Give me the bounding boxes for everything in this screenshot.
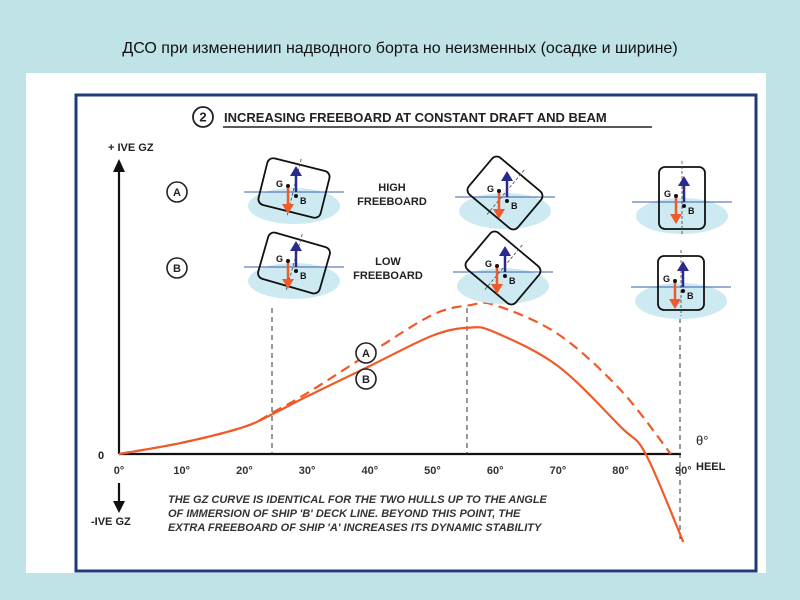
row-b-badge: B: [166, 257, 188, 279]
x-tick-label: 50°: [424, 465, 441, 477]
ship-label-b: B: [511, 201, 518, 211]
centre-b-dot: [682, 204, 686, 208]
ship-label-b: B: [687, 291, 694, 301]
heading-number: 2: [199, 110, 206, 125]
x-axis-label: HEEL: [696, 461, 726, 473]
x-tick-label: 80°: [612, 465, 629, 477]
centre-g-dot: [673, 279, 677, 283]
buoyancy-arrowhead: [290, 166, 302, 176]
centre-g-dot: [495, 264, 499, 268]
y-axis-arrow-up: [113, 159, 125, 172]
curve-a-badge-text: A: [362, 348, 370, 360]
centre-g-dot: [286, 259, 290, 263]
buoyancy-arrowhead: [678, 176, 690, 186]
water-patch: [459, 193, 551, 229]
ship-sketch: GB: [244, 157, 344, 224]
x-tick-label: 10°: [173, 465, 190, 477]
low-freeboard-line2: FREEBOARD: [353, 270, 423, 282]
row-a-badge-text: A: [173, 187, 181, 199]
centre-b-dot: [294, 194, 298, 198]
centre-b-dot: [503, 274, 507, 278]
centre-b-dot: [681, 289, 685, 293]
weight-arrowhead: [282, 204, 294, 214]
buoyancy-arrowhead: [290, 241, 302, 251]
y-axis-negative-label: -IVE GZ: [91, 516, 131, 528]
curve-b: [118, 326, 685, 543]
ship-label-b: B: [688, 206, 695, 216]
ship-label-b: B: [300, 196, 307, 206]
row-a-badge-circle: [166, 181, 188, 203]
diagram-panel: 2 INCREASING FREEBOARD AT CONSTANT DRAFT…: [26, 73, 766, 573]
axes: + IVE GZ -IVE GZ 0 θ° HEEL 0° 10° 20° 30° 40…: [91, 142, 726, 528]
weight-arrowhead: [493, 209, 505, 219]
ship-sketch: GB: [244, 231, 344, 299]
neg-gz-arrow-head: [113, 501, 125, 513]
heading-text: INCREASING FREEBOARD AT CONSTANT DRAFT A…: [224, 110, 607, 125]
curve-a: [118, 301, 672, 456]
curve-b-badge: B: [355, 368, 377, 390]
y-axis-positive-label: + IVE GZ: [108, 142, 154, 154]
heading: 2 INCREASING FREEBOARD AT CONSTANT DRAFT…: [192, 106, 652, 128]
row-a-badge: A: [166, 181, 188, 203]
y-axis-zero-label: 0: [98, 450, 104, 462]
x-tick-label: 0°: [114, 465, 125, 477]
low-freeboard-line1: LOW: [375, 256, 401, 268]
heading-number-badge: [192, 106, 214, 128]
x-tick-label: 40°: [361, 465, 378, 477]
weight-arrowhead: [282, 279, 294, 289]
x-tick-label: 60°: [487, 465, 504, 477]
ship-sketch: GB: [632, 161, 732, 235]
weight-arrowhead: [669, 299, 681, 309]
centre-b-dot: [505, 199, 509, 203]
x-tick-label: 30°: [299, 465, 316, 477]
diagram-frame: [74, 93, 758, 573]
centre-g-dot: [674, 194, 678, 198]
water-patch: [457, 268, 549, 304]
note-line-2: OF IMMERSION OF SHIP 'B' DECK LINE. BEYO…: [168, 508, 521, 520]
high-freeboard-line1: HIGH: [378, 182, 406, 194]
weight-arrowhead: [670, 214, 682, 224]
curve-b-badge-text: B: [362, 374, 370, 386]
water-patch: [248, 263, 340, 299]
centre-g-dot: [286, 184, 290, 188]
ship-label-b: B: [509, 276, 516, 286]
diagram-svg: 2 INCREASING FREEBOARD AT CONSTANT DRAFT…: [74, 93, 758, 573]
x-tick-label: 70°: [550, 465, 567, 477]
curve-b-badge-circle: [355, 368, 377, 390]
x-tick-label: 20°: [236, 465, 253, 477]
ship-label-b: B: [300, 271, 307, 281]
ship-label-g: G: [485, 259, 492, 269]
x-tick-labels: 0° 10° 20° 30° 40° 50° 60° 70° 80° 90°: [114, 465, 692, 477]
high-freeboard-line2: FREEBOARD: [357, 196, 427, 208]
buoyancy-arrowhead: [501, 171, 513, 181]
ship-sketch: GB: [631, 250, 731, 319]
reference-lines: [271, 308, 681, 541]
note-line-1: THE GZ CURVE IS IDENTICAL FOR THE TWO HU…: [168, 494, 548, 506]
water-patch: [248, 188, 340, 224]
slide-title: ДСО при изменениип надводного борта но н…: [122, 40, 678, 57]
explanation-note: THE GZ CURVE IS IDENTICAL FOR THE TWO HU…: [168, 494, 548, 534]
centre-g-dot: [497, 189, 501, 193]
curve-a-badge-circle: [355, 342, 377, 364]
x-tick-label: 90°: [675, 465, 692, 477]
curve-a-badge: A: [355, 342, 377, 364]
ship-label-g: G: [663, 274, 670, 284]
ship-label-g: G: [664, 189, 671, 199]
centre-b-dot: [294, 269, 298, 273]
row-b-badge-text: B: [173, 263, 181, 275]
x-axis-symbol: θ°: [696, 433, 708, 448]
note-line-3: EXTRA FREEBOARD OF SHIP 'A' INCREASES IT…: [168, 522, 543, 534]
ship-label-g: G: [276, 179, 283, 189]
buoyancy-arrowhead: [677, 261, 689, 271]
weight-arrowhead: [491, 284, 503, 294]
buoyancy-arrowhead: [499, 246, 511, 256]
row-b-badge-circle: [166, 257, 188, 279]
ship-sketch: GB: [453, 230, 553, 306]
ship-label-g: G: [276, 254, 283, 264]
ship-label-g: G: [487, 184, 494, 194]
